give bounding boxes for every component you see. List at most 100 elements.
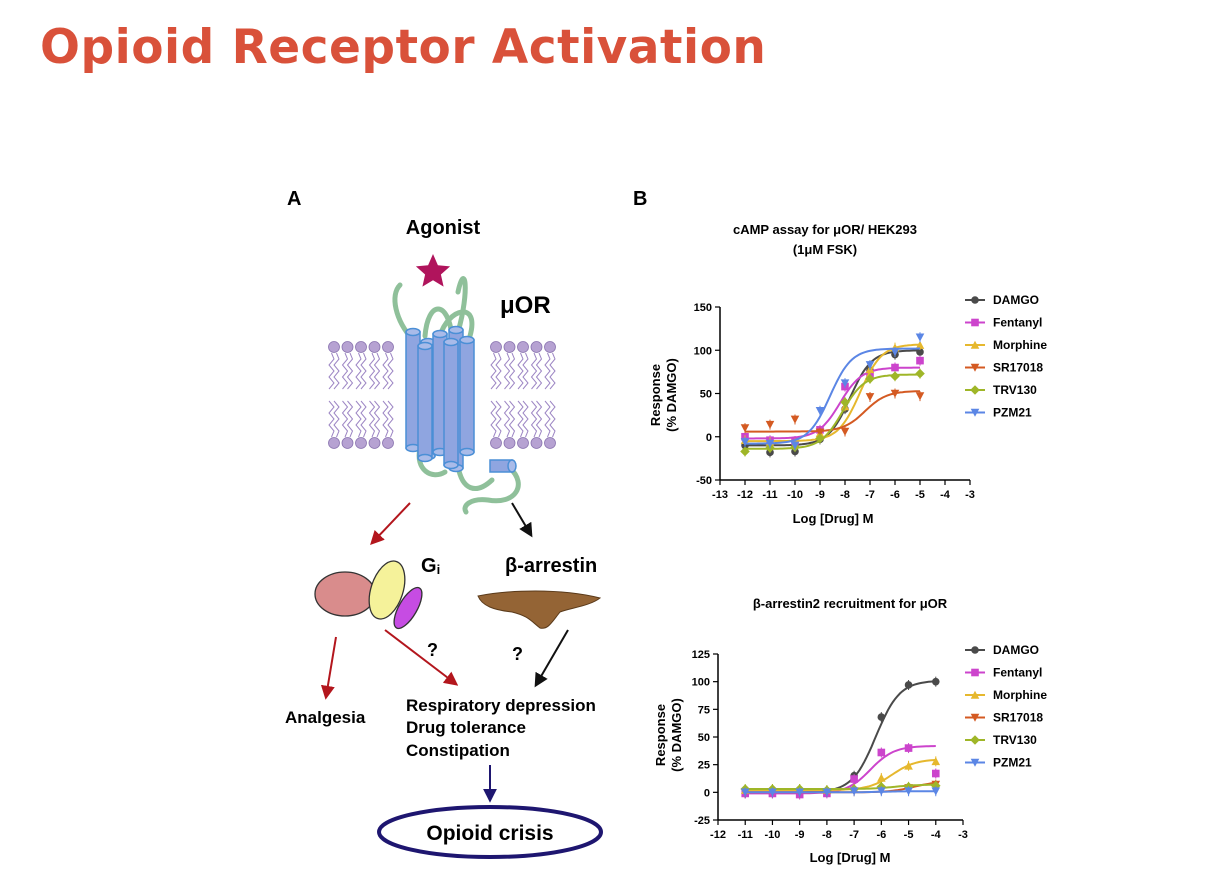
lipid-head bbox=[490, 437, 502, 449]
chart2-ylabel-line1: Response bbox=[653, 704, 668, 766]
helix-cap bbox=[417, 453, 433, 463]
chart1-ylabel-line2: (% DAMGO) bbox=[664, 358, 679, 432]
lipid-head bbox=[368, 437, 381, 449]
legend-label-sr17018: SR17018 bbox=[993, 361, 1043, 375]
chart1-point-pzm21 bbox=[840, 379, 850, 388]
chart2-point-pzm21 bbox=[931, 787, 941, 796]
helix-cap bbox=[443, 337, 459, 347]
lipid-tail bbox=[387, 352, 394, 390]
panel-a-letter: A bbox=[287, 188, 301, 210]
lipid-tail bbox=[530, 400, 538, 438]
chart1-point-trv130 bbox=[915, 368, 925, 379]
x-tick-label: -9 bbox=[815, 489, 825, 501]
lipid-tail bbox=[490, 400, 497, 438]
chart2-point-fentanyl bbox=[850, 775, 858, 783]
arrow-gi-to-effects bbox=[384, 629, 459, 686]
legend-label-morphine: Morphine bbox=[993, 688, 1047, 702]
lipid-tail bbox=[373, 352, 381, 390]
lipid-tail bbox=[346, 352, 354, 390]
x-tick-label: -5 bbox=[904, 829, 914, 841]
lipid-tail bbox=[535, 352, 543, 390]
chart1-point-trv130 bbox=[740, 446, 750, 457]
legend-label-morphine: Morphine bbox=[993, 338, 1047, 352]
x-tick-label: -12 bbox=[710, 829, 726, 841]
lipid-head bbox=[503, 437, 516, 449]
chart1-legend: DAMGO Fentanyl Morphine SR17018 TRV130 PZM21 bbox=[965, 293, 1047, 420]
chart1-point-morphine bbox=[915, 340, 925, 349]
analgesia-label: Analgesia bbox=[285, 708, 366, 727]
lipid-tail bbox=[346, 400, 354, 438]
lipid-head bbox=[490, 341, 502, 353]
lipid-tail bbox=[368, 352, 376, 390]
lipid-tail bbox=[544, 352, 551, 390]
helix-cap bbox=[417, 341, 433, 351]
lipid-tail bbox=[382, 400, 389, 438]
y-tick-label: 50 bbox=[700, 389, 712, 401]
legend-label-trv130: TRV130 bbox=[993, 733, 1037, 747]
lipid-tail bbox=[355, 352, 362, 390]
chart2-point-pzm21 bbox=[740, 788, 750, 797]
lipid-tail bbox=[549, 400, 556, 438]
chart2-point-morphine bbox=[877, 773, 886, 782]
chart1-ylabel-line1: Response bbox=[648, 364, 663, 426]
agonist-star-icon bbox=[415, 254, 451, 287]
chart2-point-pzm21 bbox=[822, 788, 832, 797]
chart1-point-trv130 bbox=[890, 371, 900, 381]
legend-marker bbox=[970, 408, 980, 417]
y-tick-label: 25 bbox=[698, 760, 710, 772]
x-tick-label: -6 bbox=[890, 489, 900, 501]
x-tick-label: -3 bbox=[965, 489, 975, 501]
lipid-tail bbox=[535, 400, 543, 438]
question-mark-left: ? bbox=[427, 640, 438, 660]
chart1-fit-curve-pzm21 bbox=[745, 347, 920, 445]
chart2-point-pzm21 bbox=[904, 787, 913, 796]
x-tick-label: -8 bbox=[822, 829, 832, 841]
gi-label: Gi bbox=[421, 555, 440, 577]
legend-label-damgo: DAMGO bbox=[993, 293, 1039, 307]
lipid-tail bbox=[328, 352, 335, 390]
panel-a-diagram: A Agonist μOR bbox=[285, 188, 603, 859]
x-tick-label: -11 bbox=[762, 489, 777, 501]
legend-marker bbox=[971, 646, 979, 654]
lipid-head bbox=[517, 437, 529, 449]
y-tick-label: -25 bbox=[694, 815, 710, 827]
effect-drug-tolerance: Drug tolerance bbox=[406, 718, 526, 737]
chart1-point-sr17018 bbox=[865, 393, 875, 402]
chart1-point-fentanyl bbox=[916, 356, 924, 365]
chart1-point-sr17018 bbox=[740, 424, 750, 433]
chart2-point-fentanyl bbox=[904, 744, 913, 752]
lipid-head bbox=[544, 437, 556, 449]
x-tick-label: -7 bbox=[849, 829, 859, 841]
x-tick-label: -9 bbox=[795, 829, 805, 841]
y-tick-label: 50 bbox=[698, 732, 710, 744]
lipid-head bbox=[544, 341, 556, 353]
gi-protein-icon bbox=[314, 560, 423, 630]
chart2-point-damgo bbox=[877, 713, 886, 721]
chart1-point-fentanyl bbox=[891, 363, 899, 372]
panel-b-charts: B cAMP assay for μOR/ HEK293 (1μM FSK) L… bbox=[633, 188, 1047, 865]
chart2-point-fentanyl bbox=[931, 769, 940, 778]
legend-marker bbox=[970, 713, 980, 722]
lipid-head bbox=[530, 341, 543, 353]
slide-title: Opioid Receptor Activation bbox=[40, 20, 767, 75]
legend-marker bbox=[970, 758, 980, 767]
helix-cylinder bbox=[459, 339, 475, 453]
legend-marker bbox=[970, 690, 980, 699]
lipid-head bbox=[341, 437, 354, 449]
x-tick-label: -10 bbox=[787, 489, 803, 501]
lipid-tail bbox=[522, 400, 529, 438]
lipid-head bbox=[503, 341, 516, 353]
chart1-point-pzm21 bbox=[865, 361, 875, 370]
lipid-head bbox=[341, 341, 354, 353]
legend-marker bbox=[971, 318, 979, 327]
chart1-title: cAMP assay for μOR/ HEK293 bbox=[733, 222, 917, 237]
lipid-tail bbox=[517, 352, 524, 390]
lipid-tail bbox=[544, 400, 551, 438]
lipid-head bbox=[328, 437, 340, 449]
lipid-head bbox=[382, 341, 394, 353]
chart2-ylabel-line2: (% DAMGO) bbox=[669, 698, 684, 772]
chart1-point-pzm21 bbox=[915, 333, 925, 342]
legend-label-fentanyl: Fentanyl bbox=[993, 316, 1042, 330]
x-tick-label: -4 bbox=[931, 829, 942, 841]
lipid-head bbox=[355, 437, 367, 449]
